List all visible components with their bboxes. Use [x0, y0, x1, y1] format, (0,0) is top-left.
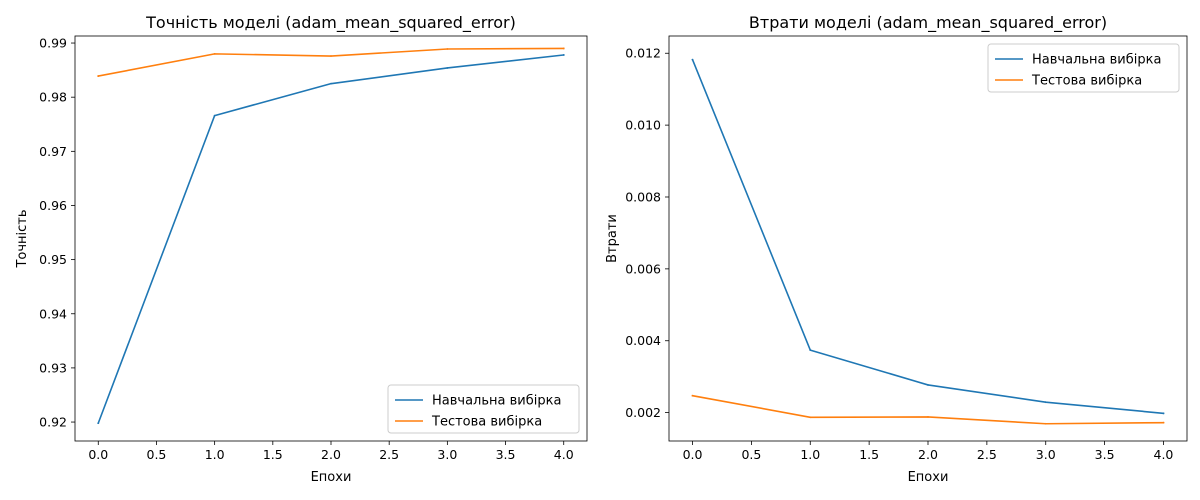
x-tick-label: 1.0: [205, 447, 225, 462]
y-tick-label: 0.96: [39, 198, 67, 213]
data-point-train: [97, 422, 100, 425]
y-tick-label: 0.97: [39, 144, 67, 159]
data-point-test: [1162, 421, 1165, 424]
y-tick-label: 0.92: [39, 415, 67, 430]
data-point-train: [691, 58, 694, 61]
data-point-train: [562, 54, 565, 56]
y-tick-label: 0.004: [625, 333, 661, 348]
loss-chart: Втрати моделі (adam_mean_squared_error) 0…: [605, 13, 1188, 485]
y-tick-label: 0.99: [39, 36, 67, 51]
x-tick-label: 3.5: [1095, 447, 1115, 462]
plot-area-frame: [74, 35, 588, 442]
x-tick-label: 3.0: [437, 447, 457, 462]
data-point-test: [927, 416, 929, 418]
x-tick-label: 2.0: [321, 447, 341, 462]
x-tick-label: 1.0: [800, 447, 820, 462]
series-line-train: [97, 54, 565, 425]
y-tick-label: 0.010: [625, 118, 661, 133]
y-tick-label: 0.006: [625, 261, 661, 276]
x-tick-label: 0.5: [147, 447, 167, 462]
data-point-test: [562, 47, 565, 50]
data-point-test: [691, 394, 694, 397]
data-point-test: [330, 55, 332, 57]
chart-title: Втрати моделі (adam_mean_squared_error): [749, 13, 1107, 33]
legend-box: [387, 384, 580, 434]
x-tick-label: 4.0: [554, 447, 574, 462]
chart-title: Точність моделі (adam_mean_squared_error…: [145, 13, 516, 33]
legend-label-test: Тестова вибірка: [1031, 74, 1142, 89]
y-axis-label: Точність: [15, 209, 30, 268]
x-tick-label: 2.5: [977, 447, 997, 462]
x-tick-label: 1.5: [263, 447, 283, 462]
legend: Навчальна вибірка Тестова вибірка: [987, 43, 1180, 93]
data-point-test: [446, 48, 449, 50]
legend-box: [987, 43, 1180, 93]
x-tick-label: 2.5: [379, 447, 399, 462]
x-tick-label: 3.5: [496, 447, 516, 462]
x-tick-label: 0.0: [683, 447, 703, 462]
data-point-train: [213, 114, 216, 117]
x-tick-label: 0.0: [88, 447, 108, 462]
data-point-test: [213, 52, 216, 55]
legend-label-test: Тестова вибірка: [431, 415, 542, 430]
y-tick-label: 0.94: [39, 306, 67, 321]
data-point-train: [809, 349, 812, 351]
y-axis-label: Втрати: [605, 214, 620, 263]
x-axis-label: Епохи: [908, 470, 949, 485]
data-point-train: [1044, 401, 1047, 404]
legend: Навчальна вибірка Тестова вибірка: [387, 384, 580, 434]
x-tick-label: 2.0: [918, 447, 938, 462]
y-tick-label: 0.98: [39, 90, 67, 105]
legend-label-train: Навчальна вибірка: [432, 394, 561, 409]
x-tick-label: 0.5: [741, 447, 761, 462]
series-line-test: [691, 394, 1165, 425]
y-tick-label: 0.008: [625, 189, 661, 204]
data-point-train: [1162, 412, 1165, 415]
y-tick-label: 0.93: [39, 360, 67, 375]
accuracy-chart: Точність моделі (adam_mean_squared_error…: [15, 13, 588, 485]
data-point-test: [97, 75, 100, 77]
x-tick-label: 1.5: [859, 447, 879, 462]
data-point-test: [809, 416, 812, 419]
y-tick-label: 0.95: [39, 252, 67, 267]
y-tick-label: 0.002: [625, 405, 661, 420]
x-tick-label: 4.0: [1154, 447, 1174, 462]
plot-area-frame: [668, 35, 1188, 442]
data-point-test: [1044, 422, 1047, 425]
data-point-train: [446, 67, 449, 69]
data-point-train: [927, 384, 929, 386]
legend-label-train: Навчальна вибірка: [1032, 53, 1161, 68]
x-tick-label: 3.0: [1036, 447, 1056, 462]
x-axis-label: Епохи: [311, 470, 352, 485]
y-tick-label: 0.012: [625, 46, 661, 61]
series-line-train: [691, 58, 1165, 415]
data-point-train: [330, 82, 332, 85]
